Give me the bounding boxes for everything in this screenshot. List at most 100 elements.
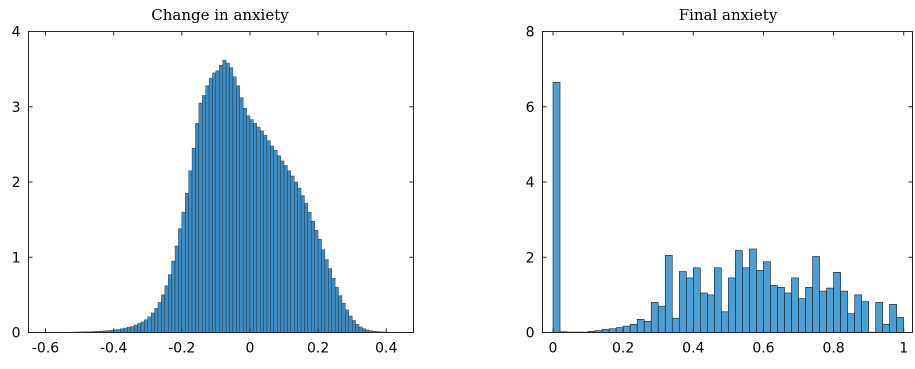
histogram-bar bbox=[287, 170, 292, 333]
histogram-bar bbox=[191, 147, 196, 333]
histogram-bar bbox=[321, 249, 326, 333]
histogram-bar bbox=[263, 135, 268, 333]
x-tick-label: 0 bbox=[549, 341, 558, 357]
histogram-bar bbox=[362, 328, 366, 333]
histogram-bar bbox=[334, 287, 339, 333]
histogram-bar bbox=[882, 323, 891, 333]
histogram-bar bbox=[304, 202, 309, 333]
histogram-bar bbox=[127, 327, 131, 333]
histogram-bar bbox=[664, 255, 673, 333]
histogram-bar bbox=[861, 301, 869, 333]
histogram-bar bbox=[283, 165, 288, 333]
x-tick-label: -0.2 bbox=[168, 341, 195, 357]
histogram-bar bbox=[123, 327, 128, 333]
histogram-bar bbox=[678, 271, 687, 333]
histogram-bar bbox=[629, 323, 638, 333]
histogram-bar bbox=[225, 62, 230, 333]
histogram-bar bbox=[650, 302, 659, 333]
histogram-bar bbox=[854, 294, 862, 333]
histogram-bar bbox=[622, 325, 631, 333]
y-tick-label: 0 bbox=[12, 326, 21, 342]
x-tick-label: -0.4 bbox=[100, 341, 127, 357]
histogram-bar bbox=[150, 312, 155, 333]
histogram-bar bbox=[120, 328, 125, 333]
chart-title: Change in anxiety bbox=[151, 6, 289, 24]
histogram-bar bbox=[331, 278, 336, 333]
histogram-bar bbox=[168, 274, 172, 333]
histogram-bar bbox=[181, 211, 186, 333]
histogram-bar bbox=[324, 259, 329, 333]
histogram-bar bbox=[174, 245, 179, 333]
histogram-bar bbox=[756, 270, 764, 333]
bars-group bbox=[35, 59, 407, 333]
histogram-bar bbox=[208, 77, 213, 333]
histogram-bar bbox=[355, 324, 360, 333]
histogram-bar bbox=[311, 220, 315, 333]
histogram-bar bbox=[185, 193, 189, 333]
histogram-bar bbox=[657, 305, 666, 333]
histogram-bar bbox=[232, 76, 237, 333]
x-tick-label: 0.4 bbox=[682, 341, 704, 357]
histogram-bar bbox=[812, 256, 820, 333]
histogram-bar bbox=[147, 316, 152, 333]
histogram-bar bbox=[205, 85, 210, 333]
x-tick-label: -0.6 bbox=[32, 341, 59, 357]
histogram-bar bbox=[253, 123, 257, 333]
x-tick-label: 0.4 bbox=[375, 341, 397, 357]
histogram-bar bbox=[552, 81, 561, 333]
histogram-bar bbox=[256, 126, 261, 333]
histogram-bar bbox=[202, 95, 206, 333]
histogram-bar bbox=[314, 229, 319, 333]
ticks-group: 0 0.2 0.4 0.6 0.8 1 0 2 4 6 8 bbox=[526, 25, 913, 357]
histogram-bar bbox=[300, 195, 305, 333]
histogram-bar bbox=[290, 175, 295, 333]
histogram-bar bbox=[735, 250, 743, 333]
histogram-bar bbox=[266, 140, 271, 333]
histogram-bar bbox=[791, 277, 799, 333]
histogram-bar bbox=[277, 155, 281, 333]
histogram-bar bbox=[236, 85, 240, 333]
y-tick-label: 2 bbox=[12, 175, 21, 191]
histogram-bar bbox=[178, 228, 182, 333]
y-tick-label: 1 bbox=[12, 250, 21, 266]
histogram-bar bbox=[847, 313, 855, 333]
histogram-bar bbox=[157, 302, 162, 333]
histogram-bar bbox=[636, 319, 645, 333]
histogram-bar bbox=[195, 123, 200, 333]
histogram-bar bbox=[840, 290, 848, 333]
histogram-bar bbox=[198, 102, 203, 333]
histogram-bar bbox=[229, 67, 234, 333]
histogram-bar bbox=[140, 321, 145, 333]
x-tick-label: 0.2 bbox=[307, 341, 329, 357]
histogram-bar bbox=[212, 72, 217, 333]
chart-final-anxiety: Final anxiety 0 0.2 0.4 0.6 0.8 1 0 2 4 6 8 bbox=[526, 6, 913, 357]
histogram-bar bbox=[819, 290, 827, 333]
histogram-bar bbox=[219, 65, 223, 333]
histogram-bar bbox=[728, 277, 736, 333]
histogram-bar bbox=[215, 70, 220, 333]
histogram-bar bbox=[643, 320, 652, 333]
histogram-bar bbox=[707, 294, 715, 333]
x-tick-label: 0.8 bbox=[822, 341, 844, 357]
y-tick-label: 4 bbox=[526, 175, 535, 191]
axes-frame bbox=[542, 31, 913, 333]
histogram-bar bbox=[161, 294, 165, 333]
chart-title: Final anxiety bbox=[679, 6, 778, 24]
histogram-bar bbox=[137, 323, 142, 333]
histogram-bar bbox=[144, 319, 148, 333]
histogram-bar bbox=[164, 285, 169, 333]
histogram-bar bbox=[770, 285, 778, 333]
y-tick-label: 4 bbox=[12, 25, 21, 41]
histogram-bar bbox=[270, 145, 274, 333]
histogram-bar bbox=[351, 320, 356, 333]
histogram-bar bbox=[615, 327, 624, 333]
histogram-bar bbox=[242, 108, 247, 333]
histogram-bar bbox=[260, 130, 264, 333]
histogram-bar bbox=[294, 181, 298, 333]
y-tick-label: 2 bbox=[526, 250, 535, 266]
histogram-bar bbox=[875, 302, 883, 333]
histogram-bar bbox=[222, 59, 227, 333]
histogram-bar bbox=[833, 271, 841, 333]
histogram-bar bbox=[742, 267, 750, 333]
histogram-bar bbox=[358, 326, 363, 333]
